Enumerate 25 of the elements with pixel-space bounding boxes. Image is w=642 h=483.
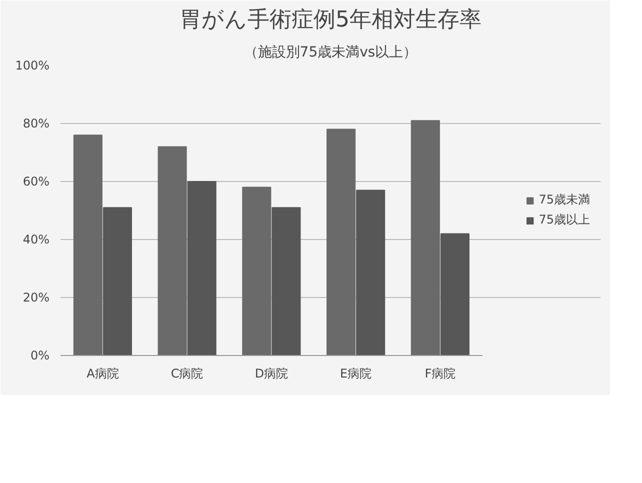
y-tick-label: 40% — [22, 232, 50, 246]
bar — [158, 146, 187, 356]
y-tick-label: 0% — [30, 348, 50, 362]
bar — [242, 186, 272, 356]
bar — [440, 233, 470, 356]
chart-subtitle: （施設別75歳未満vs以上） — [244, 44, 418, 60]
bar — [356, 190, 386, 356]
x-tick-label: F病院 — [424, 366, 456, 380]
bar — [272, 207, 301, 356]
bar — [187, 181, 216, 356]
y-tick-label: 60% — [22, 174, 50, 188]
bar — [73, 134, 102, 356]
y-tick-label: 100% — [15, 58, 50, 72]
bar — [410, 120, 440, 356]
x-tick-label: A病院 — [86, 366, 119, 380]
legend-label: 75歳以上 — [538, 212, 590, 228]
x-tick-label: D病院 — [254, 366, 288, 380]
chart-title: 胃がん手術症例5年相対生存率 — [180, 8, 482, 32]
y-tick-label: 80% — [22, 116, 50, 130]
x-tick-label: E病院 — [340, 366, 372, 380]
bar — [326, 128, 356, 356]
x-tick-label: C病院 — [170, 366, 204, 380]
bar — [102, 207, 132, 356]
legend-label: 75歳未満 — [538, 192, 590, 208]
y-tick-label: 20% — [22, 290, 50, 304]
